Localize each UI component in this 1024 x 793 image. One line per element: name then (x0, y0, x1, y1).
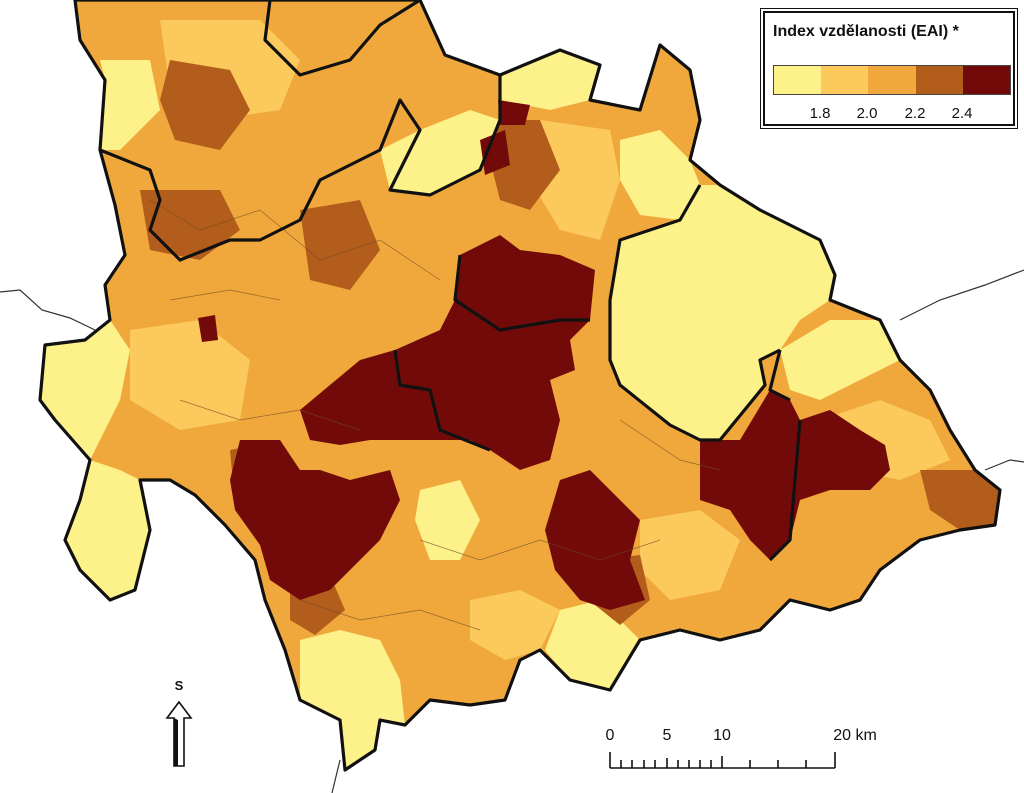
patch-southeast (545, 600, 640, 690)
legend-swatch-3 (868, 66, 916, 94)
border-east-line (984, 459, 1024, 471)
district-east (608, 184, 781, 442)
class-1-patches (40, 50, 900, 770)
patch-northwest (100, 60, 160, 150)
patch-br-5 (490, 120, 560, 210)
legend-swatch-4 (915, 66, 963, 94)
district-center (393, 254, 590, 452)
class-5-patches (198, 100, 890, 610)
patch-lo-5 (470, 590, 560, 660)
road-south-line (331, 759, 341, 793)
district-north (99, 75, 502, 262)
legend: Index vzdělanosti (EAI) * 1.8 2.0 2.2 2.… (760, 8, 1018, 129)
patch-west (40, 320, 130, 460)
patch-lo-3 (530, 120, 620, 240)
patch-core-west (198, 315, 218, 342)
patch-center-south (415, 480, 480, 560)
legend-ticks: 1.8 2.0 2.2 2.4 (773, 105, 1009, 123)
patch-lo-2 (130, 320, 250, 430)
legend-swatch-1 (774, 66, 822, 94)
patch-lo-6 (640, 510, 740, 600)
patch-east-small (780, 320, 900, 400)
boundary-2 (179, 399, 361, 431)
patch-ne (620, 130, 700, 220)
region-outline (38, 0, 1002, 772)
municipal-boundaries (149, 199, 721, 631)
boundary-1 (149, 199, 441, 281)
patch-br-4 (920, 470, 1000, 530)
district-southeast (768, 349, 802, 562)
legend-tick-2: 2.0 (856, 105, 878, 122)
legend-tick-4: 2.4 (951, 105, 973, 122)
patch-south (300, 630, 405, 770)
patch-southwest (65, 460, 150, 600)
patch-core-north (480, 130, 510, 175)
boundary-5 (619, 419, 721, 471)
legend-title: Index vzdělanosti (EAI) * (773, 23, 959, 40)
region-fill (40, 0, 1000, 770)
legend-swatch-5 (962, 66, 1011, 94)
legend-tick-1: 1.8 (809, 105, 831, 122)
patch-core-north-2 (498, 100, 530, 125)
boundary-3 (419, 539, 661, 561)
boundary-6 (169, 289, 281, 301)
patch-br-1 (160, 60, 250, 150)
legend-color-bar (773, 65, 1011, 95)
patch-east-large (610, 185, 835, 440)
patch-core-south (545, 470, 645, 610)
patch-core-center (300, 235, 595, 470)
district-boundaries (38, 0, 1002, 772)
river-east-line (899, 269, 1024, 321)
patch-core-southwest (230, 440, 400, 600)
patch-br-3 (300, 200, 380, 290)
legend-tick-3: 2.2 (904, 105, 926, 122)
legend-swatch-2 (821, 66, 869, 94)
boundary-4 (299, 599, 481, 631)
district-northwest (263, 0, 421, 77)
patch-br-2 (140, 190, 240, 260)
